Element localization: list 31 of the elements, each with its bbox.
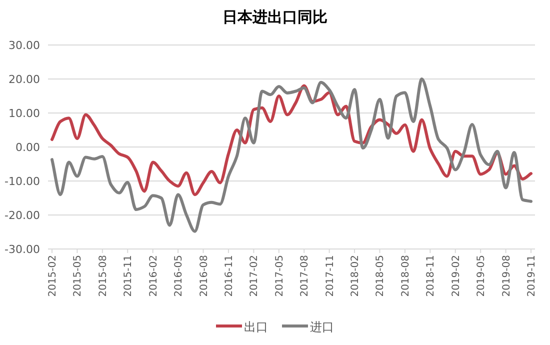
- y-tick-label: -20.00: [4, 209, 40, 222]
- x-tick-label: 2017-08: [300, 255, 311, 297]
- y-tick-label: -30.00: [4, 243, 40, 256]
- x-tick-label: 2017-02: [249, 255, 260, 297]
- chart-title: 日本进出口同比: [222, 9, 328, 26]
- y-tick-label: 10.00: [8, 107, 40, 120]
- x-tick-label: 2018-02: [350, 255, 362, 297]
- x-tick-label: 2019-05: [476, 255, 488, 297]
- x-tick-label: 2017-05: [274, 255, 286, 297]
- x-tick-label: 2018-11: [426, 255, 437, 297]
- y-tick-label: 20.00: [8, 73, 40, 86]
- x-tick-label: 2015-05: [72, 255, 84, 297]
- x-tick-label: 2019-02: [450, 255, 462, 297]
- x-tick-label: 2016-08: [198, 255, 210, 297]
- x-tick-label: 2018-08: [400, 255, 412, 297]
- x-tick-label: 2019-11: [526, 255, 538, 297]
- x-tick-label: 2015-08: [98, 255, 109, 297]
- x-tick-label: 2015-11: [123, 255, 134, 297]
- y-tick-label: 0.00: [16, 141, 40, 154]
- line-series: [50, 78, 532, 233]
- y-tick-label: -10.00: [4, 175, 40, 188]
- x-tick-label: 2015-02: [48, 255, 58, 297]
- x-tick-label: 2016-02: [148, 255, 160, 297]
- x-tick-label: 2018-05: [375, 255, 386, 297]
- legend-label: 出口: [244, 320, 268, 334]
- x-tick-label: 2017-11: [324, 255, 336, 297]
- x-tick-label: 2016-11: [224, 255, 235, 297]
- x-tick-label: 2019-08: [501, 255, 512, 297]
- legend-label: 进口: [310, 320, 334, 334]
- y-tick-label: 30.00: [8, 39, 40, 52]
- x-tick-label: 2016-05: [174, 255, 185, 297]
